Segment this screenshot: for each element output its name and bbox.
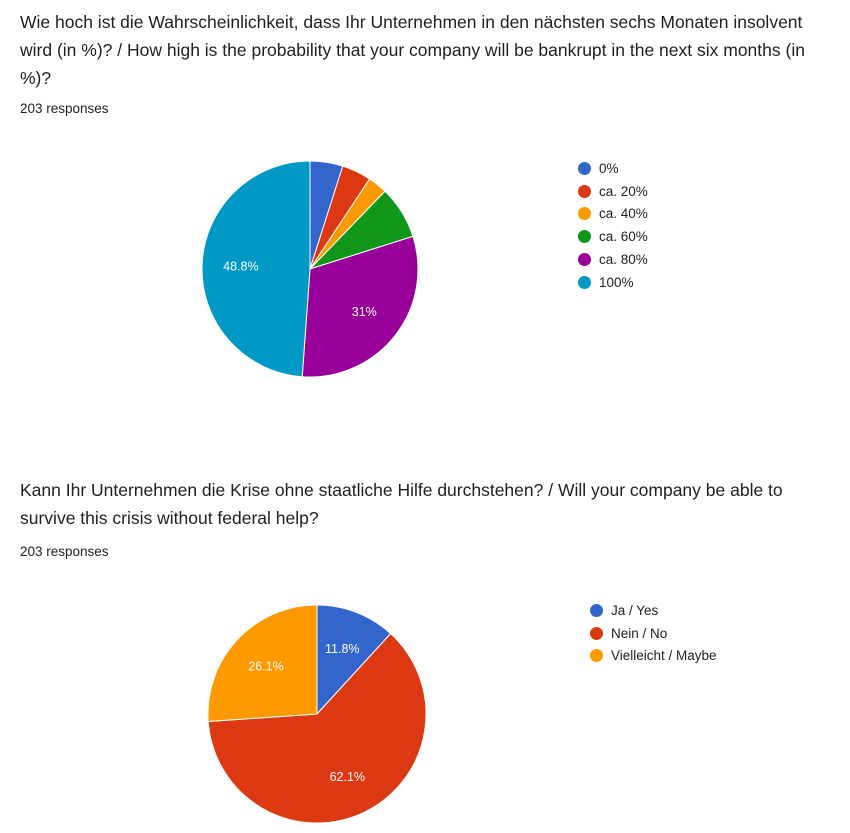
- legend-swatch: [590, 626, 603, 640]
- chart-card-insolvency: Wie hoch ist die Wahrscheinlichkeit, das…: [20, 12, 805, 378]
- pie-slice-ca-80[interactable]: [301, 235, 419, 378]
- legend-label: Vielleicht / Maybe: [611, 648, 717, 664]
- pie-slice-100[interactable]: [201, 160, 311, 378]
- legend-label: ca. 60%: [599, 229, 648, 245]
- legend-swatch: [578, 184, 591, 198]
- chart-legend: Ja / Yes Nein / No Vielleicht / Maybe: [590, 599, 717, 667]
- legend-label: 0%: [599, 160, 619, 176]
- pie-slice-vielleicht-maybe[interactable]: [207, 604, 318, 723]
- legend-swatch: [578, 253, 591, 267]
- response-count: 203 responses: [20, 101, 109, 116]
- legend-swatch: [578, 230, 591, 244]
- legend-item-ca-60[interactable]: ca. 60%: [578, 225, 648, 248]
- legend-swatch: [578, 275, 591, 289]
- legend-swatch: [590, 649, 603, 663]
- slice-label-ja-yes: 11.8%: [325, 642, 360, 656]
- legend-label: ca. 40%: [599, 206, 648, 222]
- legend-swatch: [590, 603, 603, 617]
- response-count: 203 responses: [20, 544, 109, 559]
- legend-item-ca-80[interactable]: ca. 80%: [578, 248, 648, 271]
- question-title: Kann Ihr Unternehmen die Krise ohne staa…: [20, 480, 783, 528]
- legend-label: 100%: [599, 274, 634, 290]
- pie-chart: 31% 48.8%: [201, 160, 419, 378]
- question-title: Wie hoch ist die Wahrscheinlichkeit, das…: [20, 12, 805, 88]
- chart-card-federal-help: Kann Ihr Unternehmen die Krise ohne staa…: [0, 468, 850, 833]
- chart-legend: 0% ca. 20% ca. 40% ca. 60% ca. 80% 100%: [578, 157, 648, 294]
- legend-label: Ja / Yes: [611, 602, 659, 618]
- slice-label-nein-no: 62.1%: [330, 770, 365, 784]
- legend-item-vielleicht-maybe[interactable]: Vielleicht / Maybe: [590, 645, 717, 668]
- legend-swatch: [578, 161, 591, 175]
- legend-swatch: [578, 207, 591, 221]
- legend-item-ca-40[interactable]: ca. 40%: [578, 203, 648, 226]
- legend-label: ca. 20%: [599, 183, 648, 199]
- legend-item-0[interactable]: 0%: [578, 157, 648, 180]
- pie-slice-nein-no[interactable]: [207, 632, 427, 824]
- legend-item-100[interactable]: 100%: [578, 271, 648, 294]
- legend-item-nein-no[interactable]: Nein / No: [590, 622, 717, 645]
- pie-slice-ja-yes[interactable]: [316, 604, 392, 716]
- legend-label: Nein / No: [611, 625, 668, 641]
- slice-label-vielleicht-maybe: 26.1%: [248, 659, 283, 673]
- slice-label-ca-80: 31%: [352, 305, 377, 319]
- pie-chart: 11.8% 62.1% 26.1%: [207, 604, 427, 824]
- legend-label: ca. 80%: [599, 252, 648, 268]
- legend-item-ca-20[interactable]: ca. 20%: [578, 180, 648, 203]
- legend-item-ja-yes[interactable]: Ja / Yes: [590, 599, 717, 622]
- slice-label-100: 48.8%: [223, 260, 258, 274]
